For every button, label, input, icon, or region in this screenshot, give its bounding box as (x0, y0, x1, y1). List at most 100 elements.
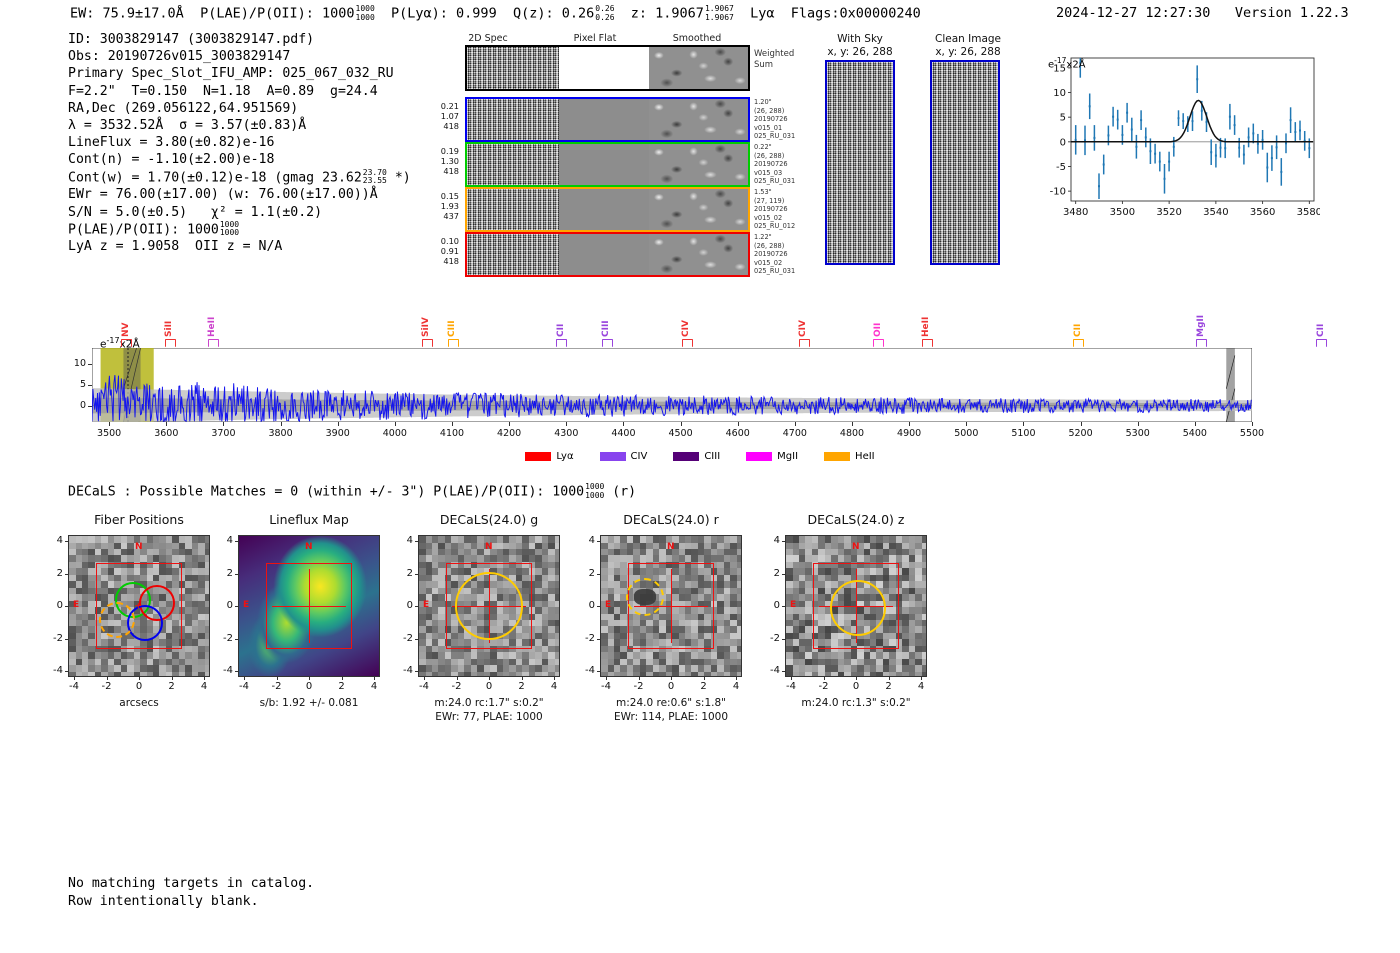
fiber-smoothed-image (649, 144, 748, 185)
legend-label: CIV (630, 451, 648, 462)
panel-y-tick (235, 638, 238, 640)
panel-y-tick-label: 4 (406, 535, 413, 546)
weighted-sum-row (465, 45, 750, 91)
x-tick (1194, 422, 1196, 426)
x-tick-label: 4800 (839, 428, 865, 439)
col-title-smoothed: Smoothed (672, 33, 722, 44)
panel-y-tick (597, 638, 600, 640)
legend-item: Lyα (525, 451, 574, 462)
full-spectrum-y-units-label: e-17x2Å (100, 336, 140, 351)
panel-x-tick (888, 677, 890, 680)
panel-x-tick (638, 677, 640, 680)
crosshair-center-gap (662, 597, 680, 615)
panel-x-tick-label: -4 (419, 681, 429, 692)
panel-x-tick-label: 4 (917, 681, 925, 692)
fiber-aperture-circle (98, 602, 135, 639)
panel-x-tick (309, 677, 310, 680)
emission-line-bracket (121, 339, 133, 347)
info-radec: RA,Dec (269.056122,64.951569) (68, 100, 299, 116)
panel-y-tick-label: -4 (53, 665, 63, 676)
panel-y-tick (782, 541, 785, 542)
compass-north-label: N (485, 542, 493, 552)
svg-text:3500: 3500 (1110, 207, 1135, 218)
panel-x-tick-label: 4 (200, 681, 208, 692)
x-tick (337, 422, 339, 426)
fiber-meta-line: 1.53" (754, 188, 772, 196)
x-tick-label: 5100 (1011, 428, 1036, 439)
panel-y-tick (597, 541, 600, 542)
x-tick-label: 5500 (1239, 428, 1265, 439)
panel-x-tick (171, 677, 173, 680)
panel-x-tick-label: -4 (601, 681, 611, 692)
x-tick-label: 4400 (611, 428, 636, 439)
sky-cutout-image[interactable] (785, 535, 927, 677)
panel-x-tick-label: 4 (550, 681, 558, 692)
compass-north-label: N (305, 542, 313, 552)
panel-y-tick (65, 638, 68, 640)
panel-x-tick (856, 677, 857, 680)
info-sn: S/N = 5.0(±0.5) χ² = 1.1(±0.2) (68, 204, 323, 220)
x-tick-label: 4900 (897, 428, 922, 439)
info-primary-spec: Primary Spec_Slot_IFU_AMP: 025_067_032_R… (68, 66, 394, 82)
emission-line-label: OII (872, 322, 883, 337)
fiber-meta-line: (26, 288) (754, 241, 785, 250)
panel-x-tick (341, 677, 343, 680)
redshift-uncertainty: 1.9067 1.9067 (704, 4, 734, 22)
panel-y-tick-label: -4 (223, 665, 233, 676)
emission-line-bracket (681, 339, 693, 347)
svg-text:3560: 3560 (1250, 207, 1275, 218)
panel-y-tick (597, 671, 600, 672)
legend-swatch (525, 451, 552, 461)
panel-y-tick (65, 573, 68, 575)
compass-north-label: N (667, 542, 675, 552)
aperture-circle (626, 578, 665, 617)
gmag-uncertainty: 23.70 23.55 (362, 167, 387, 186)
fiber-meta-line: 20190726 (754, 250, 788, 259)
crosshair-center-gap (300, 597, 318, 615)
panel-x-tick (921, 677, 922, 680)
panel-y-tick (65, 606, 68, 607)
fiber-meta-line: 025_RU_031 (754, 132, 796, 141)
y-tick-label: 0 (79, 399, 86, 411)
panel-x-tick-label: 0 (305, 681, 313, 692)
panel-x-tick (374, 677, 375, 680)
panel-y-tick (235, 671, 238, 672)
fiber-pixelflat-image (559, 189, 649, 230)
aperture-circle (830, 580, 886, 636)
fiber-meta-line: 025_RU_031 (754, 267, 796, 276)
header-right: 2024-12-27 12:27:30 Version 1.22.3 (1056, 5, 1349, 21)
emission-line-bracket (556, 339, 568, 347)
svg-text:3520: 3520 (1156, 207, 1181, 218)
emission-line-label: HeII (207, 316, 217, 337)
panel-y-tick (235, 606, 238, 607)
panel-y-tick-label: 2 (773, 567, 780, 579)
panel-y-tick (235, 541, 238, 542)
x-tick-label: 4600 (725, 428, 750, 439)
panel-x-tick-label: -2 (633, 681, 644, 692)
fiber-meta-line: 1.22" (754, 233, 772, 241)
panel-x-tick (521, 677, 523, 680)
panel-x-tick (204, 677, 205, 680)
x-tick (1023, 422, 1025, 426)
fiber-weight: 0.21 (440, 101, 459, 111)
panel-y-tick-label: 0 (56, 600, 63, 611)
ifu-footprint-box (446, 563, 532, 649)
fiber-metadata: 0.22" (26, 288) 20190726 v015_03 025_RU_031 (754, 143, 824, 186)
panel-x-tick (791, 677, 792, 680)
col-title-2dspec: 2D Spec (468, 33, 508, 44)
x-tick (509, 422, 511, 426)
x-tick (737, 422, 739, 426)
emission-line-bracket (798, 339, 810, 347)
fiber-weight: 0.10 (440, 236, 459, 246)
panel-title: DECaLS(24.0) g (439, 512, 539, 527)
x-tick (109, 422, 111, 426)
fiber-meta-line: v015_03 (754, 168, 783, 177)
fiber-sn: 1.30 (440, 156, 459, 167)
ifu-footprint-box (266, 563, 352, 649)
x-tick-label: 3900 (325, 428, 350, 439)
x-tick-label: 3800 (268, 428, 293, 439)
col-title-pixelflat: Pixel Flat (573, 33, 617, 44)
panel-y-tick (65, 671, 68, 672)
x-tick (623, 422, 625, 426)
panel-x-tick (244, 677, 245, 680)
